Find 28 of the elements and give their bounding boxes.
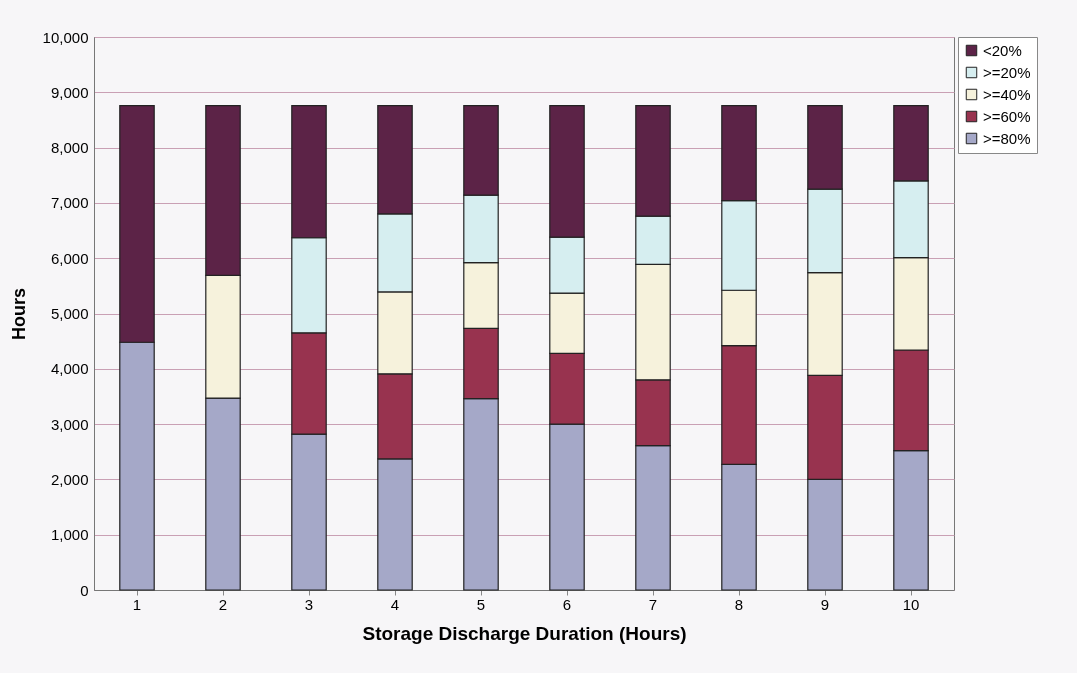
legend-label: >=20% [983, 63, 1031, 81]
y-tick-label: 6,000 [50, 249, 89, 267]
y-axis-title: Hours [8, 287, 29, 341]
x-tick-label: 3 [304, 595, 314, 613]
y-tick-label: 5,000 [50, 305, 89, 322]
legend-label: >=80% [983, 129, 1031, 147]
x-tick-label: 4 [390, 595, 400, 613]
x-tick-label: 2 [218, 595, 228, 613]
x-tick-label: 1 [132, 595, 142, 613]
x-tick-label: 5 [476, 595, 486, 613]
y-tick-label: 1,000 [50, 526, 89, 544]
legend-label: <20% [983, 41, 1022, 59]
x-tick-label: 6 [562, 595, 572, 613]
y-tick-label: 3,000 [50, 415, 89, 433]
x-tick-label: 9 [820, 595, 830, 613]
y-tick-label: 4,000 [50, 360, 89, 378]
legend-label: >=60% [983, 107, 1031, 125]
y-tick-label: 0 [80, 581, 89, 599]
y-tick-label: 8,000 [50, 139, 89, 157]
y-tick-label: 10,000 [42, 28, 89, 46]
x-axis-title: Storage Discharge Duration (Hours) [362, 622, 687, 644]
y-tick-label: 9,000 [50, 83, 89, 101]
x-tick-label: 7 [648, 595, 658, 613]
x-tick-label: 10 [902, 595, 920, 613]
legend-label: >=40% [983, 85, 1031, 103]
y-tick-label: 2,000 [50, 470, 89, 488]
x-tick-label: 8 [734, 595, 744, 613]
y-tick-label: 7,000 [50, 194, 89, 212]
